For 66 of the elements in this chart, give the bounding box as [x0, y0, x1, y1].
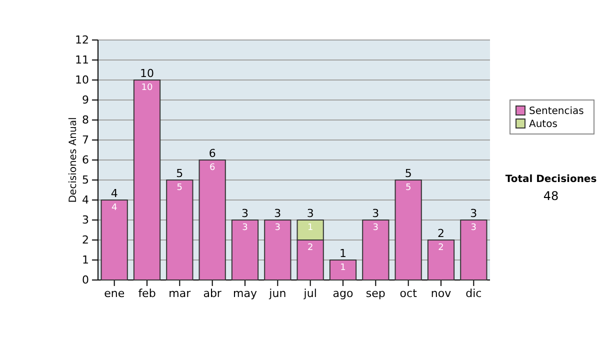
x-tick-label: sep	[366, 286, 386, 300]
text: Total Decisiones	[505, 174, 597, 185]
y-tick-label: 10	[75, 74, 89, 87]
bar	[427, 240, 455, 280]
data-label: 2	[438, 243, 444, 253]
total-label: 4	[110, 187, 118, 200]
x-tick-label: mar	[168, 286, 192, 300]
y-tick-label: 7	[82, 134, 89, 147]
data-label: 3	[470, 223, 477, 233]
x-tick-label: jun	[268, 286, 286, 300]
x-tick-label: may	[233, 286, 258, 300]
y-tick-label: 12	[75, 34, 89, 47]
total-label: 5	[404, 167, 412, 180]
y-tick-label: 3	[82, 214, 89, 227]
y-tick-label: 1	[82, 254, 89, 267]
total-label: 1	[340, 247, 346, 260]
bar	[133, 80, 161, 280]
y-tick-label: 11	[75, 54, 89, 67]
bar	[231, 220, 259, 280]
total-label: 2	[438, 227, 444, 240]
data-label: 3	[242, 223, 248, 233]
total-label: 3	[306, 207, 314, 220]
bar	[460, 220, 488, 280]
bar	[100, 200, 128, 280]
bar	[362, 220, 390, 280]
x-tick-label: jul	[302, 286, 317, 300]
x-tick-label: ago	[332, 286, 354, 300]
legend-label: Sentencias	[529, 106, 584, 117]
y-tick-label: 4	[82, 194, 89, 207]
total-label: 3	[242, 207, 248, 220]
text: 48	[543, 189, 559, 203]
total-label: 3	[274, 207, 282, 220]
total-label: 10	[140, 67, 154, 80]
y-tick-label: 2	[82, 234, 89, 247]
data-label: 10	[141, 83, 153, 93]
data-label: 2	[307, 243, 314, 253]
bar	[166, 180, 194, 280]
x-tick-label: dic	[466, 286, 482, 300]
x-tick-label: ene	[104, 286, 125, 300]
total-label: 3	[372, 207, 380, 220]
bar	[198, 160, 226, 280]
data-label: 5	[405, 183, 412, 193]
y-tick-label: 0	[82, 274, 89, 287]
x-tick-label: nov	[430, 286, 452, 300]
x-tick-label: abr	[203, 286, 222, 300]
data-label: 6	[209, 163, 216, 173]
bar	[394, 180, 422, 280]
data-label: 3	[274, 223, 281, 233]
x-tick-label: oct	[400, 286, 418, 300]
y-axis-title: Decisiones Anual	[68, 117, 79, 203]
data-label: 1	[340, 263, 346, 273]
data-label: 4	[111, 203, 118, 213]
bar	[264, 220, 292, 280]
total-label: 5	[176, 167, 184, 180]
data-label: 1	[307, 223, 314, 233]
total-label: 3	[470, 207, 478, 220]
y-tick-label: 6	[82, 154, 89, 167]
total-label: 6	[208, 147, 216, 160]
y-tick-label: 9	[82, 94, 89, 107]
y-tick-label: 5	[82, 174, 89, 187]
bar	[329, 260, 357, 280]
y-tick-label: 8	[82, 114, 89, 127]
x-tick-label: feb	[138, 286, 156, 300]
legend-label: Autos	[529, 119, 558, 130]
data-label: 3	[372, 223, 379, 233]
data-label: 5	[176, 183, 183, 193]
